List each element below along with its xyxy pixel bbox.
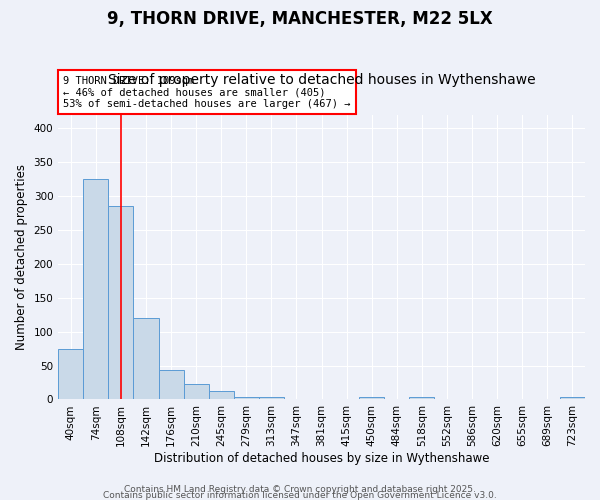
Bar: [259, 396, 284, 400]
Bar: [234, 396, 259, 400]
Text: Contains HM Land Registry data © Crown copyright and database right 2025.: Contains HM Land Registry data © Crown c…: [124, 484, 476, 494]
Bar: [560, 398, 585, 400]
Bar: [133, 318, 158, 400]
Bar: [409, 398, 434, 400]
Y-axis label: Number of detached properties: Number of detached properties: [15, 164, 28, 350]
Title: Size of property relative to detached houses in Wythenshawe: Size of property relative to detached ho…: [108, 73, 535, 87]
Bar: [158, 370, 184, 400]
Text: 9, THORN DRIVE, MANCHESTER, M22 5LX: 9, THORN DRIVE, MANCHESTER, M22 5LX: [107, 10, 493, 28]
Bar: [209, 392, 234, 400]
Text: 9 THORN DRIVE: 109sqm
← 46% of detached houses are smaller (405)
53% of semi-det: 9 THORN DRIVE: 109sqm ← 46% of detached …: [64, 76, 351, 109]
Text: Contains public sector information licensed under the Open Government Licence v3: Contains public sector information licen…: [103, 490, 497, 500]
Bar: [359, 396, 385, 400]
X-axis label: Distribution of detached houses by size in Wythenshawe: Distribution of detached houses by size …: [154, 452, 490, 465]
Bar: [184, 384, 209, 400]
Bar: [58, 348, 83, 400]
Bar: [83, 179, 109, 400]
Bar: [109, 206, 133, 400]
